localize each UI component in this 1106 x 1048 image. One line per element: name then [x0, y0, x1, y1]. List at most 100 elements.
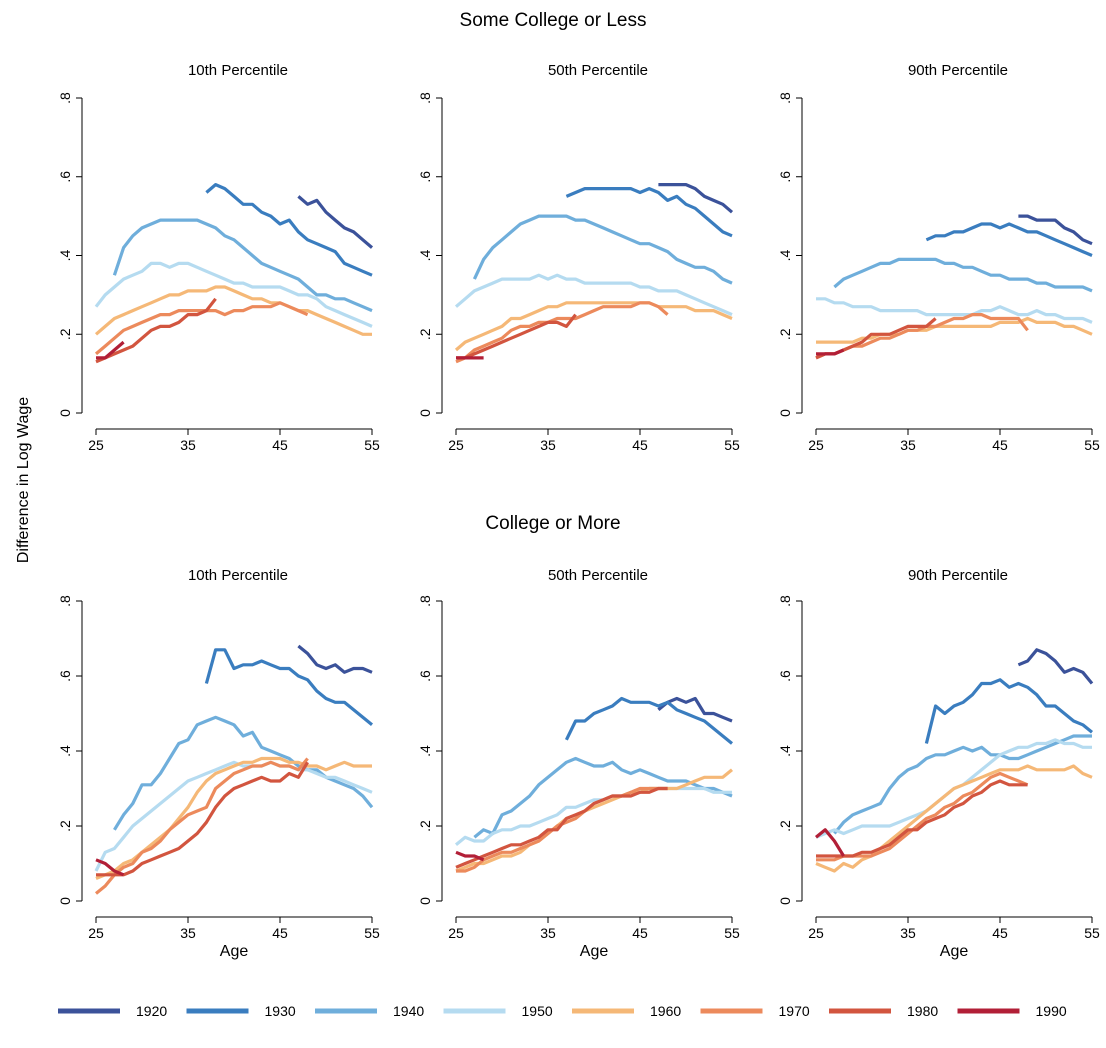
x-tick-label: 45 [272, 437, 288, 453]
x-tick-label: 35 [180, 925, 196, 941]
series-line-1920 [297, 195, 374, 249]
panel-1-2: 90th Percentile 0 .2 .4 .6 .8 25 35 45 55 Age [777, 567, 1100, 960]
series-line-1980 [95, 297, 217, 364]
legend-label-1920: 1920 [136, 1003, 167, 1019]
y-tick-label: .2 [777, 328, 793, 340]
panel-0-2: 90th Percentile 0 .2 .4 .6 .8 25 35 45 55 [777, 62, 1100, 453]
y-tick-label: .8 [777, 595, 793, 607]
x-tick-label: 55 [1084, 925, 1100, 941]
series-line-1920 [1017, 648, 1094, 685]
x-tick-label: 25 [88, 925, 104, 941]
x-axis-title: Age [220, 943, 249, 960]
group-title: College or More [485, 513, 620, 534]
panel-title: 50th Percentile [548, 567, 648, 584]
x-axis-title: Age [580, 943, 609, 960]
series-line-1940 [833, 257, 1093, 293]
series-line-1980 [96, 761, 309, 877]
legend-label-1960: 1960 [650, 1003, 681, 1019]
series-line-1990 [814, 828, 845, 857]
y-tick-label: 0 [57, 897, 73, 905]
series-line-1960 [815, 764, 1093, 873]
series-line-1990 [95, 858, 125, 877]
series-line-1970 [94, 757, 309, 895]
y-tick-label: .6 [57, 670, 73, 682]
y-tick-label: 0 [417, 897, 433, 905]
y-tick-label: .6 [777, 171, 793, 183]
series-line-1920 [297, 644, 373, 674]
series-line-1990 [816, 348, 845, 356]
legend: 1920 1930 1940 1950 1960 1970 1980 1990 [58, 1003, 1067, 1019]
y-tick-label: 0 [57, 409, 73, 417]
x-tick-label: 45 [992, 925, 1008, 941]
panel-title: 90th Percentile [908, 567, 1008, 584]
y-tick-label: .2 [57, 328, 73, 340]
panel-title: 50th Percentile [548, 62, 648, 79]
y-tick-label: .4 [777, 745, 793, 757]
x-tick-label: 35 [180, 437, 196, 453]
series-line-1930 [564, 696, 734, 745]
y-tick-label: .4 [777, 249, 793, 261]
y-tick-label: 0 [417, 409, 433, 417]
series-line-1950 [454, 786, 732, 847]
series-line-1980 [816, 779, 1028, 858]
x-tick-label: 45 [272, 925, 288, 941]
x-tick-label: 55 [724, 925, 740, 941]
panel-0-0: 10th Percentile 0 .2 .4 .6 .8 25 35 45 55 [57, 62, 380, 453]
y-tick-label: .6 [417, 670, 433, 682]
series-line-1950 [94, 760, 373, 872]
chart-groups: Some College or Less 10th Percentile 0 .2 .4… [57, 10, 1100, 960]
series-line-1940 [472, 214, 733, 285]
series-line-1990 [455, 850, 485, 862]
x-tick-label: 45 [632, 437, 648, 453]
series-line-1960 [94, 285, 372, 336]
y-tick-label: .8 [417, 595, 433, 607]
x-tick-label: 55 [364, 437, 380, 453]
y-tick-label: .4 [417, 249, 433, 261]
series-line-1980 [456, 313, 577, 360]
x-tick-label: 35 [540, 925, 556, 941]
x-tick-label: 35 [900, 437, 916, 453]
series-line-1940 [473, 756, 733, 839]
y-tick-label: .8 [417, 92, 433, 104]
series-line-1940 [833, 734, 1092, 835]
group-title: Some College or Less [460, 10, 647, 31]
x-axis-title: Age [940, 943, 969, 960]
panel-0-1: 50th Percentile 0 .2 .4 .6 .8 25 35 45 55 [417, 62, 740, 453]
x-tick-label: 55 [1084, 437, 1100, 453]
y-tick-label: .8 [777, 92, 793, 104]
x-tick-label: 45 [632, 925, 648, 941]
series-line-1930 [925, 222, 1093, 257]
legend-label-1950: 1950 [522, 1003, 553, 1019]
series-line-1960 [816, 316, 1093, 344]
panel-1-0: 10th Percentile 0 .2 .4 .6 .8 25 35 45 55 Age [57, 567, 380, 960]
series-line-1920 [657, 696, 733, 723]
x-tick-label: 25 [448, 437, 464, 453]
panel-1-1: 50th Percentile 0 .2 .4 .6 .8 25 35 45 55 Age [417, 567, 740, 960]
x-tick-label: 55 [724, 437, 740, 453]
series-line-1970 [94, 301, 309, 356]
x-tick-label: 45 [992, 437, 1008, 453]
y-tick-label: .4 [57, 745, 73, 757]
series-line-1950 [816, 297, 1093, 324]
y-tick-label: .4 [57, 249, 73, 261]
legend-label-1970: 1970 [779, 1003, 810, 1019]
panel-title: 10th Percentile [188, 62, 288, 79]
y-tick-label: .6 [417, 171, 433, 183]
x-tick-label: 55 [364, 925, 380, 941]
series-line-1960 [454, 301, 733, 352]
y-tick-label: .6 [777, 670, 793, 682]
x-tick-label: 25 [808, 437, 824, 453]
group-1: College or More 10th Percentile 0 .2 .4 .6 .8 2… [57, 513, 1100, 960]
series-line-1960 [455, 768, 734, 873]
legend-label-1940: 1940 [393, 1003, 424, 1019]
series-line-1940 [113, 715, 374, 831]
series-line-1980 [815, 317, 937, 360]
y-tick-label: .6 [57, 171, 73, 183]
series-line-1970 [455, 301, 669, 364]
panel-title: 90th Percentile [908, 62, 1008, 79]
y-tick-label: .8 [57, 92, 73, 104]
series-line-1970 [815, 313, 1029, 360]
y-tick-label: .2 [777, 820, 793, 832]
y-tick-label: 0 [777, 897, 793, 905]
